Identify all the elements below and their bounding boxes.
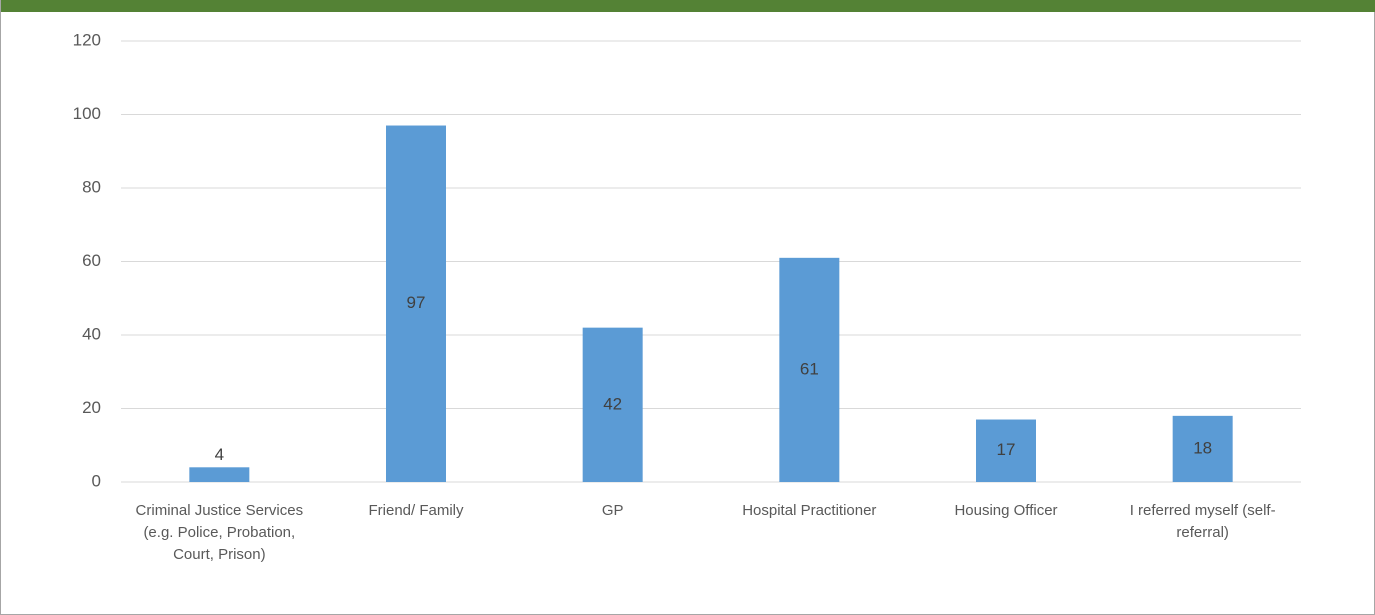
y-tick-label: 120 [73, 30, 101, 49]
y-tick-label: 60 [82, 251, 101, 270]
data-label: 18 [1193, 438, 1212, 457]
bar [779, 257, 840, 482]
x-tick-label: Friend/ Family [368, 502, 464, 519]
bar [582, 327, 643, 482]
bar [386, 125, 446, 483]
data-label: 61 [800, 359, 819, 378]
x-tick-label: Housing Officer [954, 502, 1058, 519]
y-tick-label: 40 [82, 324, 101, 343]
x-tick-label: Hospital Practitioner [742, 502, 877, 519]
x-tick-label: Criminal Justice Services (e.g. Police, … [135, 502, 304, 563]
bar [976, 419, 1036, 482]
bar [189, 467, 250, 482]
y-tick-label: 80 [82, 177, 101, 196]
data-label: 42 [603, 394, 622, 413]
data-label: 17 [997, 440, 1016, 459]
header-band [1, 0, 1375, 12]
y-tick-label: 0 [92, 471, 101, 490]
y-tick-label: 100 [73, 104, 101, 123]
x-tick-label: GP [601, 502, 624, 519]
y-tick-label: 20 [82, 398, 101, 417]
x-tick-label: I referred myself (self-referral) [1129, 502, 1276, 541]
data-label: 4 [215, 445, 224, 464]
bar [1172, 415, 1233, 482]
data-label: 97 [407, 293, 426, 312]
